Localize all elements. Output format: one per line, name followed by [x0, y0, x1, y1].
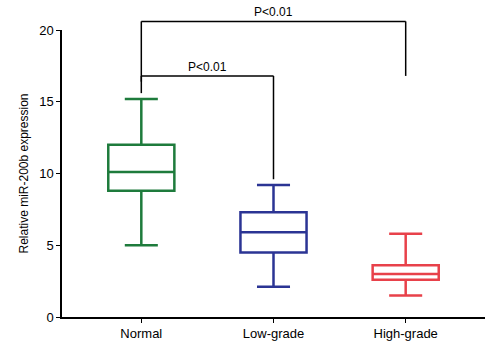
svg-text:0: 0 — [46, 310, 53, 325]
svg-text:20: 20 — [39, 23, 53, 38]
svg-text:P<0.01: P<0.01 — [254, 5, 293, 19]
svg-text:10: 10 — [39, 166, 53, 181]
svg-text:15: 15 — [39, 94, 53, 109]
svg-text:Normal: Normal — [120, 326, 162, 341]
svg-text:P<0.01: P<0.01 — [188, 60, 227, 74]
svg-text:High-grade: High-grade — [374, 326, 438, 341]
svg-text:Relative miR-200b expression: Relative miR-200b expression — [17, 93, 31, 253]
svg-text:Low-grade: Low-grade — [243, 326, 304, 341]
svg-text:5: 5 — [46, 238, 53, 253]
